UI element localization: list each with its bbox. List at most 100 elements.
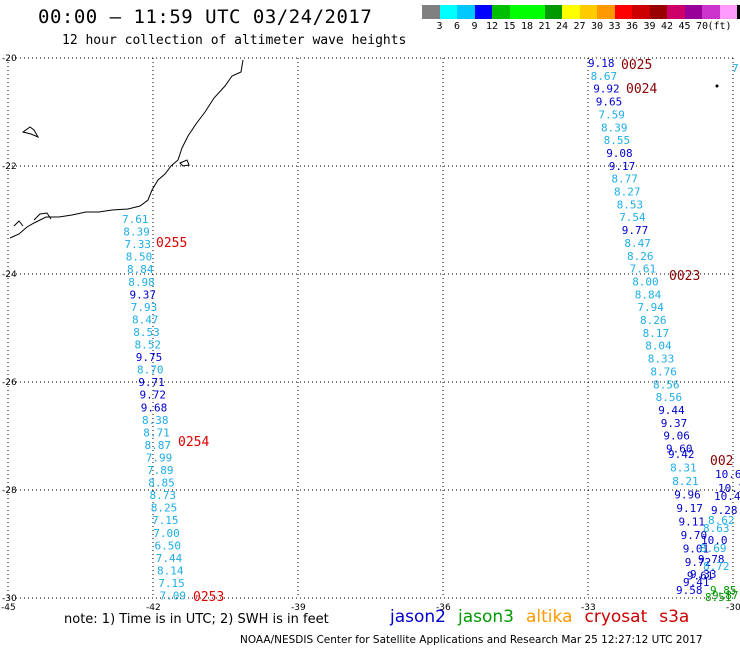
swh-value: 7.54 xyxy=(619,211,646,224)
swh-value: 9.01 xyxy=(683,543,710,556)
swh-value: 9.96 xyxy=(674,489,701,502)
swh-value: 9.87 xyxy=(712,589,739,602)
legend-label: 3 xyxy=(436,21,443,32)
color-scale-labels: 3 6 9 12 15 18 21 24 27 30 33 36 39 42 45 70 (ft) xyxy=(422,21,740,33)
swh-value: 8.70 xyxy=(137,364,164,377)
swh-value: 8.00 xyxy=(632,275,659,288)
legend-swatch xyxy=(474,5,492,19)
page-subtitle: 12 hour collection of altimeter wave hei… xyxy=(62,33,407,48)
legend-swatch xyxy=(509,5,527,19)
legend-swatch xyxy=(457,5,475,19)
legend-label: 27 xyxy=(573,21,586,32)
lon-tick-label: -39 xyxy=(291,603,306,613)
swh-value: 9.44 xyxy=(658,404,685,417)
swh-value: 8.55 xyxy=(604,134,631,147)
swh-value: 9.06 xyxy=(663,430,690,443)
swh-value: 8.39 xyxy=(123,226,150,239)
legend-swatch xyxy=(579,5,597,19)
swh-value: 7.44 xyxy=(156,552,183,565)
units-note: note: 1) Time is in UTC; 2) SWH is in fe… xyxy=(64,612,329,627)
lat-tick-label: -30 xyxy=(2,594,17,604)
legend-label: 45 xyxy=(678,21,691,32)
satellite-jason3: jason3 xyxy=(458,607,514,627)
swh-value: 8.27 xyxy=(614,186,641,199)
legend-label: 70 xyxy=(695,21,709,32)
swh-value: 7.93 xyxy=(131,301,158,314)
swh-value: 7.61 xyxy=(630,263,657,276)
swh-value: 9.17 xyxy=(609,160,636,173)
swh-value: 8.26 xyxy=(627,250,654,263)
swh-value: 7.00 xyxy=(153,527,180,540)
pass-time-label: 0255 xyxy=(156,236,187,251)
legend-swatch xyxy=(544,5,562,19)
swh-value: 8.67 xyxy=(591,70,618,83)
swh-value: 7.94 xyxy=(637,301,664,314)
legend-swatch xyxy=(684,5,702,19)
swh-value: 8.84 xyxy=(635,288,662,301)
axis-tick-labels: -20-22-24-26-28-30-45 -42 -39 -36 -33 -30 xyxy=(1,54,740,613)
swh-value: 7.09 xyxy=(160,590,187,603)
swh-value: 9.37 xyxy=(130,288,157,301)
swh-value: 7.15 xyxy=(152,514,179,527)
swh-value: 9.70 xyxy=(681,529,708,542)
swh-value: 9.28 xyxy=(711,504,738,517)
swh-value: 7.15 xyxy=(158,577,185,590)
swh-value: 8.63 xyxy=(703,522,730,535)
swh-value: 9.60 xyxy=(666,443,693,456)
coastline xyxy=(9,59,244,239)
legend-swatch xyxy=(649,5,667,19)
swh-value: 8.33 xyxy=(648,353,675,366)
legend-label: 12 xyxy=(485,21,499,32)
marker-dot xyxy=(715,84,719,88)
swh-value: 8.17 xyxy=(643,327,670,340)
swh-value: 6.50 xyxy=(155,539,182,552)
swh-value: 8.84 xyxy=(127,263,154,276)
lon-tick-label: -33 xyxy=(581,603,596,613)
swh-value: 8.26 xyxy=(640,314,667,327)
swh-value: 8.98 xyxy=(128,276,155,289)
swh-value: 8.73 xyxy=(150,489,177,502)
swh-value: 8.76 xyxy=(650,365,677,378)
legend-label: 36 xyxy=(625,21,639,32)
altimeter-tracks: 7.618.397.338.508.848.989.377.938.478.53… xyxy=(122,57,740,605)
swh-value: 8.69 xyxy=(700,542,727,555)
satellite-cryosat: cryosat xyxy=(584,607,648,627)
swh-value: 7.99 xyxy=(146,451,173,464)
swh-value: 8.04 xyxy=(645,340,672,353)
lon-tick-label: -45 xyxy=(1,603,16,613)
swh-value: 9.42 xyxy=(668,448,695,461)
swh-value: 8.53 xyxy=(133,326,160,339)
swh-value: 8.56 xyxy=(653,378,680,391)
swh-value: 9.37 xyxy=(661,417,688,430)
lat-tick-label: -22 xyxy=(2,162,17,172)
pass-time-label: 0254 xyxy=(178,435,209,450)
swh-value: 8.87 xyxy=(145,439,172,452)
swh-value: 8.31 xyxy=(670,462,697,475)
satellite-jason2: jason2 xyxy=(390,607,446,627)
swh-value: 10.6 xyxy=(715,468,740,481)
swh-value: 7.61 xyxy=(122,213,149,226)
swh-value: 9.58 xyxy=(676,584,703,597)
lat-tick-label: -20 xyxy=(2,54,17,64)
swh-value: 9.78 xyxy=(698,553,725,566)
legend-label: 6 xyxy=(453,21,461,32)
swh-value: 8.77 xyxy=(611,173,638,186)
lat-tick-label: -28 xyxy=(2,486,17,496)
swh-value: 8.21 xyxy=(672,475,699,488)
legend-label: 9 xyxy=(471,21,478,32)
swh-value: 9.11 xyxy=(679,516,706,529)
swh-value: 9.75 xyxy=(136,351,163,364)
legend-swatch xyxy=(597,5,615,19)
lat-tick-label: -24 xyxy=(2,270,17,280)
swh-value: 9.72 xyxy=(685,556,712,569)
legend-swatch xyxy=(527,5,545,19)
lon-tick-label: -42 xyxy=(146,603,161,613)
swh-value: 8.85 xyxy=(148,477,175,490)
legend-label: (ft) xyxy=(707,21,732,32)
swh-value: 9.65 xyxy=(596,96,623,109)
legend-swatch xyxy=(719,5,737,19)
swh-value: 9.85 xyxy=(710,584,737,597)
legend-swatch xyxy=(667,5,685,19)
legend-swatch xyxy=(492,5,510,19)
